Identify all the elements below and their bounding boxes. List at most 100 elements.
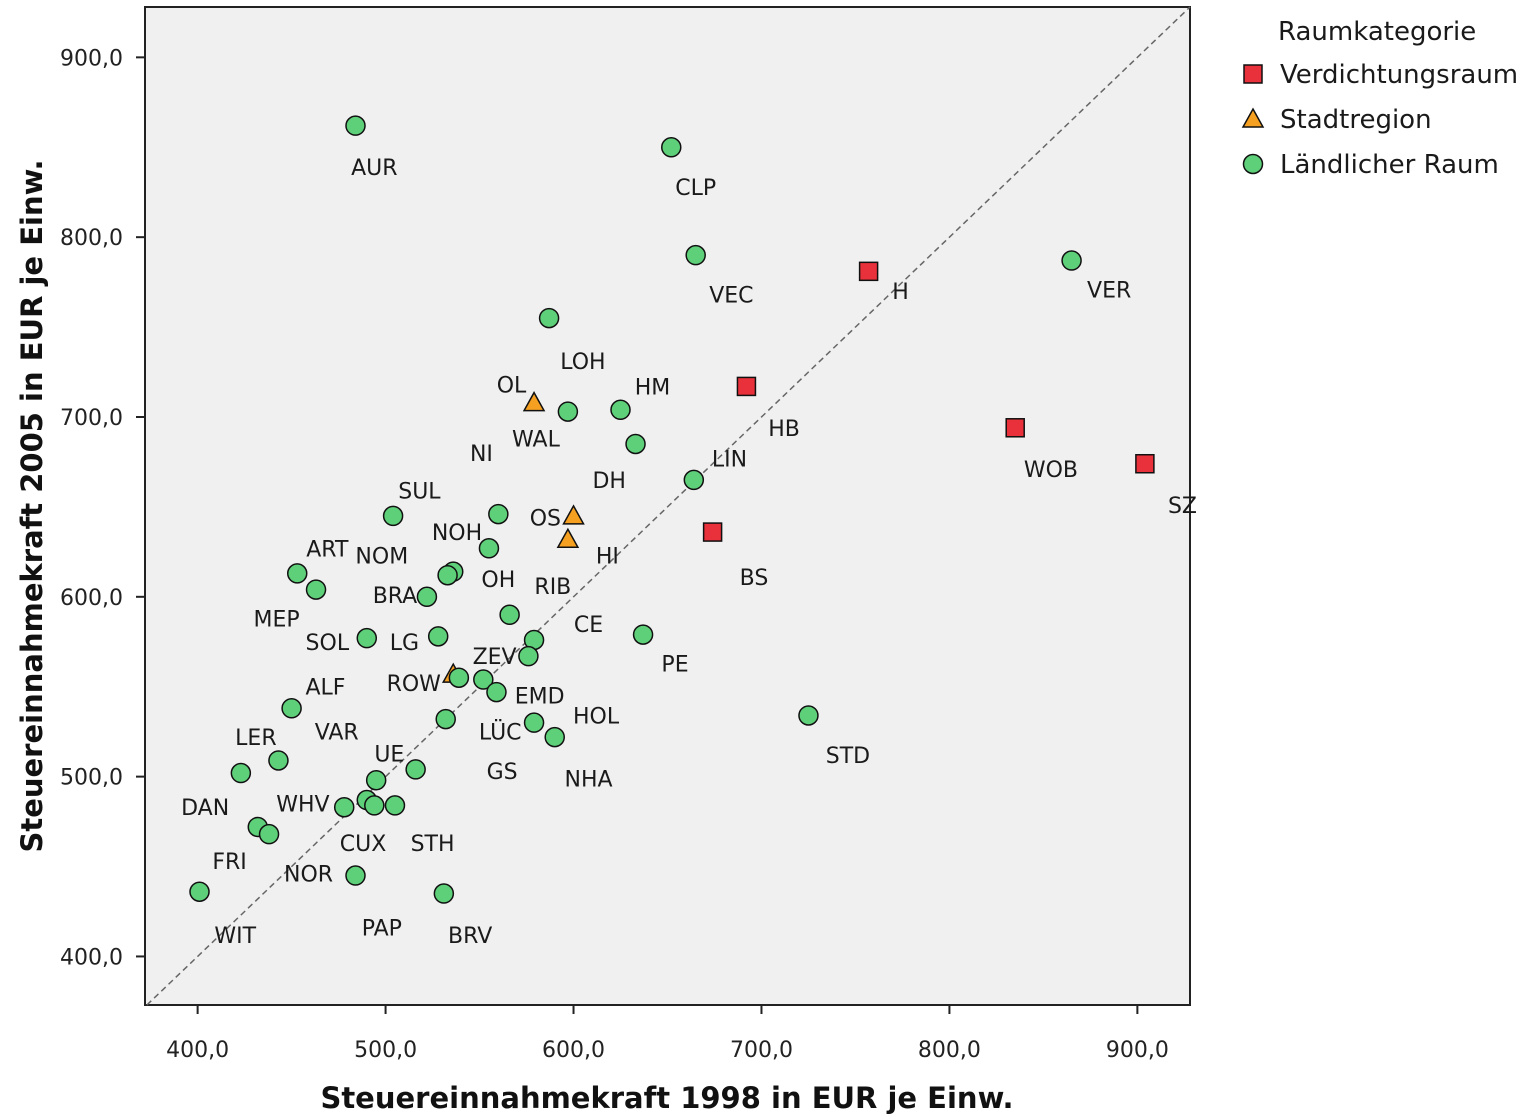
- data-point: [268, 750, 289, 771]
- data-point: [625, 433, 646, 455]
- point-label: WHV: [276, 793, 329, 818]
- point-label: HI: [596, 544, 619, 569]
- data-points: [189, 115, 1155, 904]
- point-label: WAL: [512, 428, 561, 453]
- point-label: UE: [374, 742, 404, 767]
- point-label: EMD: [515, 685, 565, 710]
- data-point: [435, 708, 456, 730]
- point-label: LOH: [560, 350, 605, 375]
- data-point: [1005, 418, 1025, 438]
- data-point: [382, 505, 404, 527]
- data-point: [384, 795, 406, 816]
- x-tick-label: 600,0: [542, 1038, 605, 1063]
- data-point: [632, 624, 654, 645]
- point-label: NOR: [284, 863, 333, 888]
- data-point: [427, 626, 449, 647]
- legend-title: Raumkategorie: [1278, 17, 1476, 47]
- y-tick-label: 800,0: [60, 226, 123, 251]
- data-point: [1135, 453, 1155, 474]
- point-label: ROW: [387, 672, 442, 697]
- point-label: STH: [411, 832, 455, 857]
- legend-marker: [1241, 107, 1265, 128]
- data-point: [189, 881, 210, 902]
- point-label: HOL: [573, 704, 620, 729]
- point-label: SUL: [398, 480, 441, 505]
- point-label: ART: [306, 537, 349, 562]
- y-tick-label: 400,0: [60, 945, 123, 970]
- reference-diagonal-line: [146, 6, 1191, 1006]
- point-label: ALF: [305, 676, 345, 701]
- point-label: NHA: [565, 767, 613, 792]
- point-label: HM: [635, 375, 671, 400]
- data-point: [364, 795, 385, 816]
- data-point: [556, 527, 580, 549]
- data-point: [685, 244, 706, 266]
- data-point: [798, 705, 819, 726]
- data-point: [557, 401, 579, 422]
- data-point: [522, 391, 546, 412]
- legend-entry-label: Verdichtungsraum: [1280, 60, 1518, 90]
- point-label: VAR: [315, 721, 359, 746]
- data-point: [562, 504, 585, 525]
- data-point: [416, 586, 438, 608]
- x-tick-label: 500,0: [354, 1038, 417, 1063]
- data-point: [538, 307, 560, 329]
- data-point: [499, 604, 520, 626]
- data-point: [258, 823, 280, 845]
- data-point: [478, 538, 500, 559]
- point-label: OS: [530, 507, 561, 532]
- x-tick-label: 800,0: [918, 1038, 981, 1063]
- data-point: [702, 522, 723, 542]
- data-point: [448, 667, 470, 688]
- data-point: [305, 579, 327, 600]
- data-point: [405, 759, 426, 780]
- y-tick-label: 900,0: [60, 46, 123, 71]
- data-point: [661, 137, 682, 158]
- legend-marker: [1243, 64, 1263, 84]
- point-label: OH: [481, 568, 515, 593]
- point-label: PAP: [362, 917, 402, 942]
- point-label: GS: [487, 760, 518, 785]
- point-label: BRA: [373, 584, 418, 609]
- x-axis-title: Steuereinnahmekraft 1998 in EUR je Einw.: [320, 1081, 1013, 1115]
- point-label: BS: [740, 566, 769, 591]
- point-label: VEC: [709, 284, 753, 309]
- point-label: STD: [826, 744, 870, 769]
- data-point: [433, 883, 455, 904]
- data-point: [230, 762, 252, 784]
- legend-entry-label: Stadtregion: [1280, 105, 1432, 135]
- data-point: [345, 115, 366, 136]
- point-label: DAN: [181, 796, 229, 821]
- data-point: [286, 563, 308, 584]
- point-label: AUR: [351, 156, 397, 181]
- point-label: LÜC: [479, 720, 522, 746]
- point-label: CUX: [340, 832, 387, 857]
- point-label: DH: [592, 469, 625, 494]
- point-label: NI: [470, 442, 493, 467]
- legend-entry-label: Ländlicher Raum: [1280, 150, 1499, 180]
- data-point: [683, 469, 705, 491]
- point-label: PE: [661, 652, 688, 677]
- data-point: [544, 726, 565, 748]
- point-label: LIN: [712, 447, 747, 472]
- data-point: [523, 712, 545, 733]
- data-point: [365, 769, 387, 791]
- point-label: BRV: [448, 924, 492, 949]
- point-label: LG: [390, 631, 419, 656]
- point-label: LER: [235, 726, 276, 751]
- data-point: [488, 503, 509, 525]
- data-point: [1061, 250, 1082, 271]
- data-point: [333, 796, 355, 818]
- point-label: ZEV: [473, 645, 517, 670]
- point-label: CE: [574, 613, 603, 638]
- point-label: WOB: [1024, 458, 1078, 483]
- point-label: SZ: [1168, 494, 1197, 519]
- data-point: [345, 865, 366, 886]
- data-point: [356, 627, 378, 649]
- data-point: [518, 645, 539, 667]
- data-point: [610, 399, 631, 421]
- y-tick-label: 600,0: [60, 586, 123, 611]
- point-label: OL: [497, 374, 527, 399]
- point-label: WIT: [214, 924, 256, 949]
